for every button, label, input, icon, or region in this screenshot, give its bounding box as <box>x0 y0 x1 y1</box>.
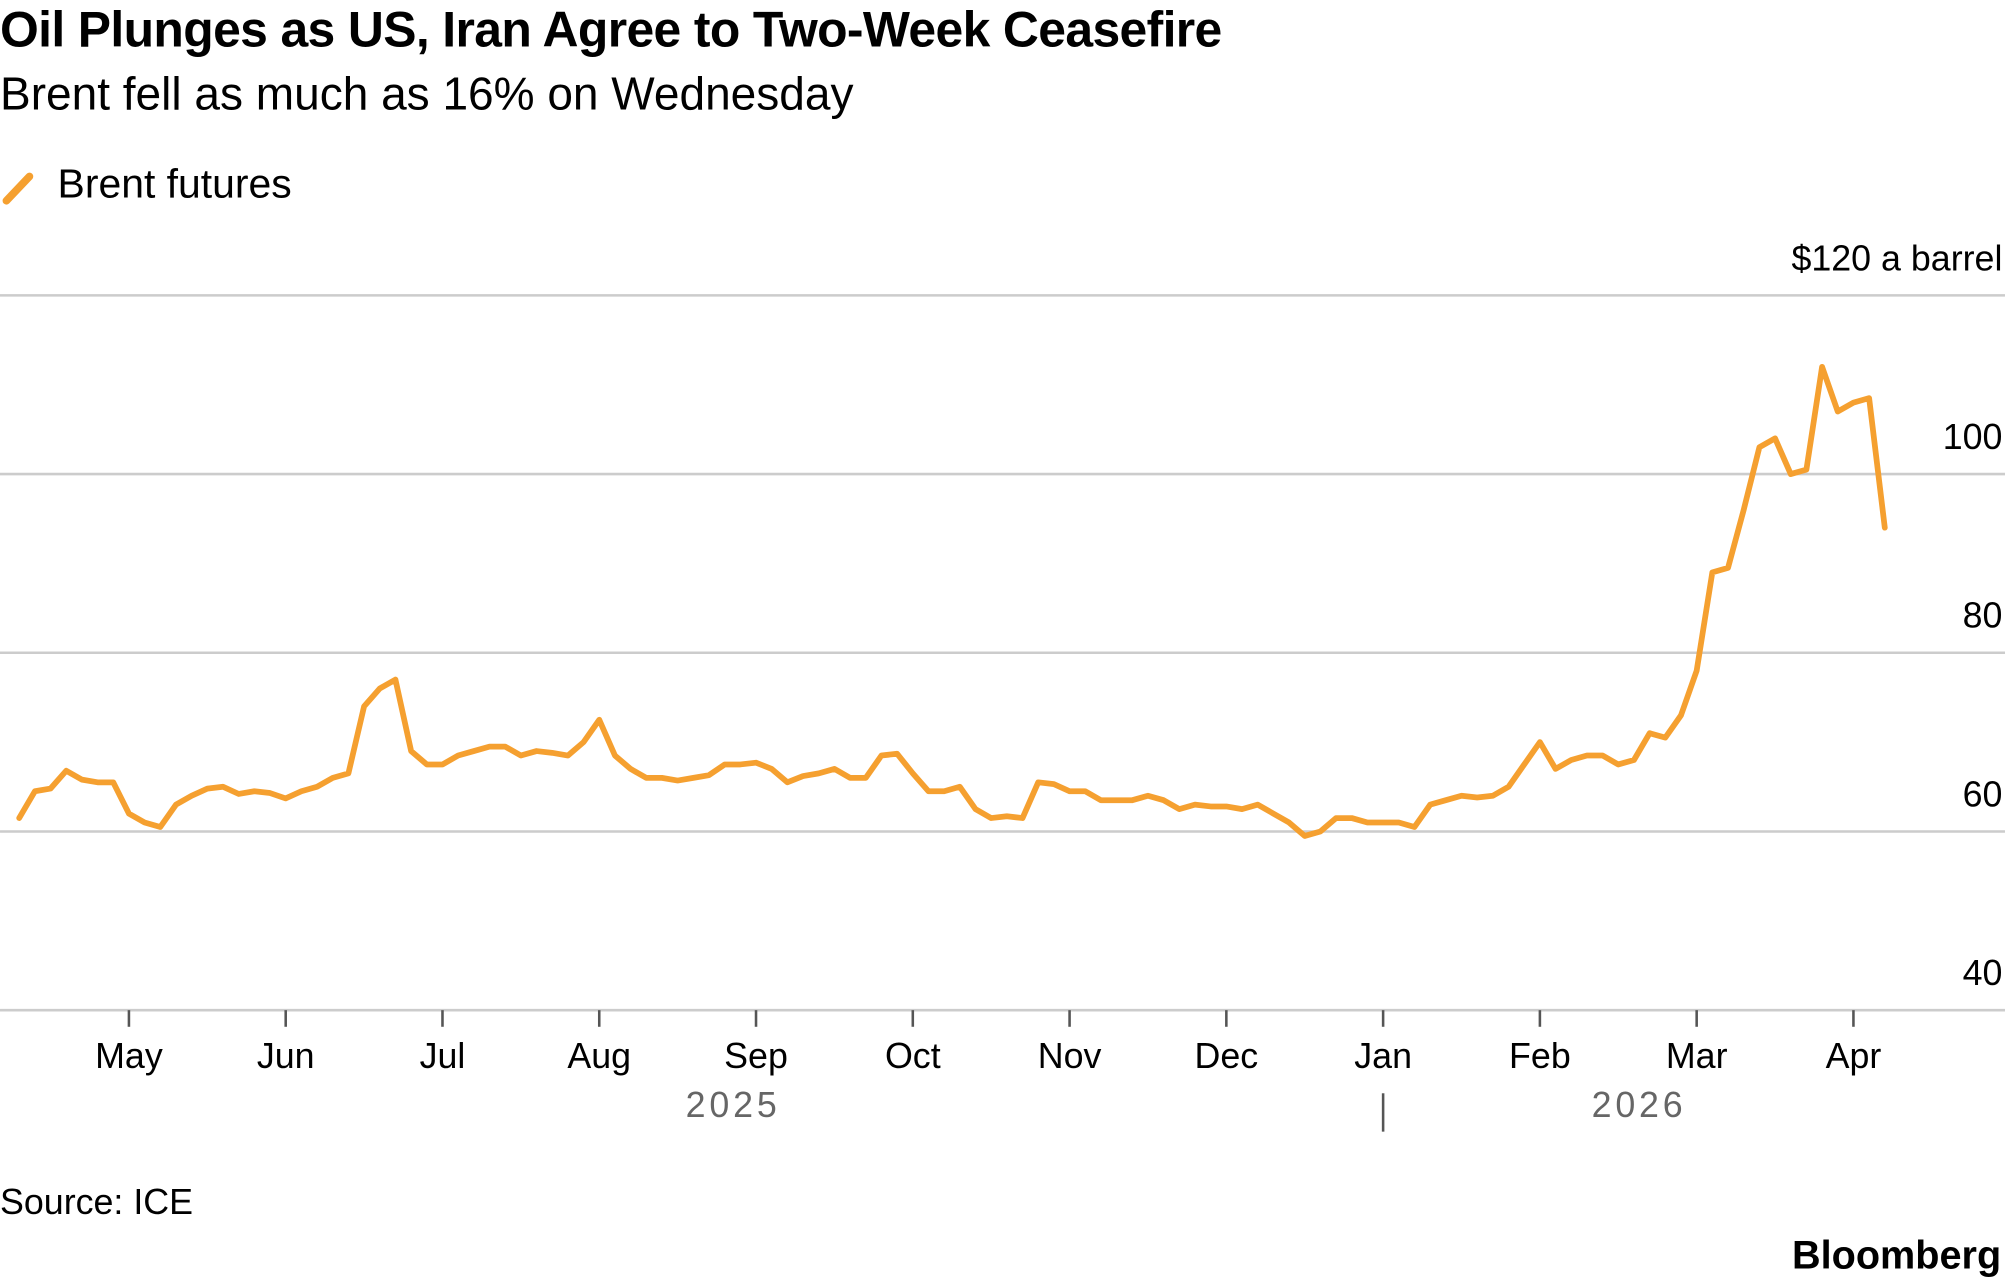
x-tick-label: Mar <box>1666 1036 1728 1076</box>
y-tick-label: 60 <box>1963 774 2003 814</box>
legend-swatch <box>2 172 34 205</box>
source: Source: ICE <box>0 1182 193 1222</box>
x-tick-label: Nov <box>1038 1036 1102 1076</box>
x-tick-label: Jan <box>1354 1036 1412 1076</box>
brand: Bloomberg <box>1792 1234 2001 1278</box>
x-tick-label: May <box>95 1036 163 1076</box>
legend-label: Brent futures <box>58 161 292 207</box>
x-tick-label: Apr <box>1826 1036 1882 1076</box>
year-label: 2025 <box>686 1085 781 1125</box>
x-tick-label: Oct <box>885 1036 941 1076</box>
x-tick-label: Dec <box>1195 1036 1259 1076</box>
y-tick-label: 80 <box>1963 596 2003 636</box>
year-label: 2026 <box>1592 1085 1687 1125</box>
x-tick-label: Feb <box>1509 1036 1571 1076</box>
x-tick-label: Aug <box>567 1036 631 1076</box>
chart-subtitle: Brent fell as much as 16% on Wednesday <box>0 67 853 119</box>
y-tick-label: $120 a barrel <box>1791 238 2002 278</box>
x-tick-label: Jul <box>420 1036 466 1076</box>
chart-title: Oil Plunges as US, Iran Agree to Two-Wee… <box>0 1 1222 57</box>
data-line <box>16 363 1888 839</box>
y-tick-label: 100 <box>1943 417 2003 457</box>
x-tick-label: Jun <box>257 1036 315 1076</box>
x-tick-label: Sep <box>724 1036 788 1076</box>
y-tick-label: 40 <box>1963 953 2003 993</box>
